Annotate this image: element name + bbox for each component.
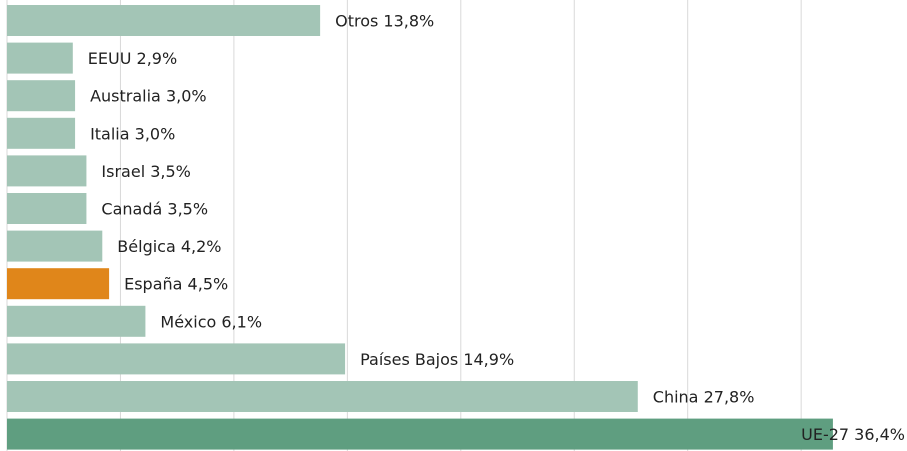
data-label: China 27,8% <box>653 387 755 406</box>
data-label: Australia 3,0% <box>90 86 207 105</box>
bar <box>7 117 76 149</box>
value-label: 27,8% <box>704 387 755 406</box>
bar <box>7 193 87 224</box>
data-label: España 4,5% <box>124 274 228 293</box>
value-label: 3,5% <box>150 161 191 180</box>
value-label: 3,0% <box>166 86 207 105</box>
value-label: 36,4% <box>854 425 905 444</box>
bar <box>7 80 76 112</box>
bar <box>7 418 833 450</box>
category-label: España <box>124 274 182 293</box>
data-label: Bélgica 4,2% <box>117 237 221 256</box>
data-label: Países Bajos 14,9% <box>360 349 514 368</box>
category-label: Israel <box>101 161 145 180</box>
category-label: México <box>160 312 216 331</box>
data-label: EEUU 2,9% <box>88 49 177 68</box>
value-label: 3,5% <box>167 199 208 218</box>
data-label: Israel 3,5% <box>101 161 190 180</box>
category-label: Canadá <box>101 199 162 218</box>
data-label: México 6,1% <box>160 312 262 331</box>
value-label: 14,9% <box>463 349 514 368</box>
bar <box>7 155 87 187</box>
category-label: China <box>653 387 699 406</box>
category-label: UE-27 <box>801 425 849 444</box>
value-label: 4,2% <box>181 237 222 256</box>
category-label: Australia <box>90 86 161 105</box>
bar <box>7 230 103 262</box>
bar <box>7 5 321 36</box>
data-label: UE-27 36,4% <box>801 425 905 444</box>
value-label: 4,5% <box>188 274 229 293</box>
category-label: Países Bajos <box>360 349 458 368</box>
value-label: 2,9% <box>137 49 178 68</box>
data-label: Italia 3,0% <box>90 124 175 143</box>
bar <box>7 343 346 375</box>
bar <box>7 268 110 300</box>
value-label: 6,1% <box>221 312 262 331</box>
bar <box>7 42 73 74</box>
value-label: 3,0% <box>135 124 176 143</box>
value-label: 13,8% <box>383 11 434 30</box>
data-label: Canadá 3,5% <box>101 199 208 218</box>
bar <box>7 381 638 412</box>
bar <box>7 305 146 337</box>
category-label: Bélgica <box>117 237 175 256</box>
category-label: Otros <box>335 11 378 30</box>
data-label: Otros 13,8% <box>335 11 434 30</box>
category-label: EEUU <box>88 49 132 68</box>
category-label: Italia <box>90 124 130 143</box>
